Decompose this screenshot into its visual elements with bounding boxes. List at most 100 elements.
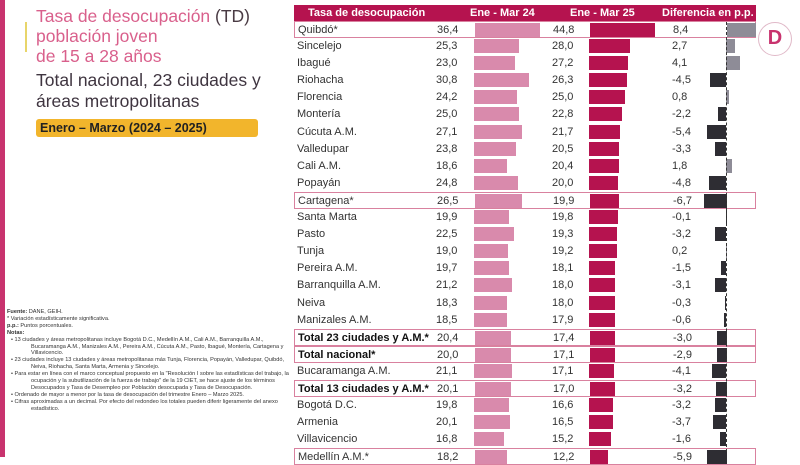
value-diff: -6,7 bbox=[673, 195, 692, 207]
value-diff: 1,8 bbox=[672, 160, 687, 172]
row-label: Villavicencio bbox=[297, 433, 357, 445]
value-2025: 15,2 bbox=[552, 433, 573, 445]
bar-2025 bbox=[589, 210, 618, 224]
value-2025: 18,0 bbox=[552, 297, 573, 309]
bar-2025 bbox=[589, 56, 628, 70]
value-2024: 16,8 bbox=[436, 433, 457, 445]
value-2024: 20,4 bbox=[437, 332, 458, 344]
value-2024: 18,5 bbox=[436, 314, 457, 326]
title-line: población joven bbox=[36, 26, 250, 46]
value-2025: 17,1 bbox=[552, 365, 573, 377]
significance-note: * Variación estadísticamente significati… bbox=[7, 316, 292, 323]
value-2025: 18,0 bbox=[552, 279, 573, 291]
row-label: Neiva bbox=[297, 297, 325, 309]
bar-2024 bbox=[474, 107, 519, 121]
value-2024: 20,0 bbox=[437, 349, 458, 361]
value-2025: 19,2 bbox=[552, 245, 573, 257]
table-row: Manizales A.M. 18,5 17,9 -0,6 bbox=[294, 312, 756, 329]
bar-2025 bbox=[589, 313, 615, 327]
value-diff: 4,1 bbox=[672, 57, 687, 69]
value-2024: 19,0 bbox=[436, 245, 457, 257]
value-2025: 25,0 bbox=[552, 91, 573, 103]
bar-2024 bbox=[474, 244, 508, 258]
row-label: Total nacional* bbox=[298, 349, 375, 361]
bar-2025 bbox=[590, 23, 655, 37]
bar-2025 bbox=[590, 331, 615, 345]
bar-diff bbox=[715, 278, 726, 292]
value-diff: 8,4 bbox=[673, 24, 688, 36]
bar-2024 bbox=[475, 348, 511, 362]
bar-2025 bbox=[589, 415, 613, 429]
value-2025: 27,2 bbox=[552, 57, 573, 69]
row-label: Popayán bbox=[297, 177, 340, 189]
note-item: • Ordenado de mayor a menor por la tasa … bbox=[7, 392, 292, 399]
value-2025: 18,1 bbox=[552, 262, 573, 274]
row-label: Manizales A.M. bbox=[297, 314, 372, 326]
value-diff: -3,3 bbox=[672, 143, 691, 155]
row-label: Cúcuta A.M. bbox=[297, 126, 357, 138]
row-label: Quibdó* bbox=[298, 24, 338, 36]
row-label: Total 13 ciudades y A.M.* bbox=[298, 383, 429, 395]
value-2025: 17,0 bbox=[553, 383, 574, 395]
bar-2025 bbox=[589, 227, 617, 241]
bar-2024 bbox=[474, 364, 512, 378]
row-label: Barranquilla A.M. bbox=[297, 279, 381, 291]
data-table: Tasa de desocupación Ene - Mar 24 Ene - … bbox=[294, 5, 756, 465]
accent-bar bbox=[25, 22, 27, 52]
row-label: Pereira A.M. bbox=[297, 262, 358, 274]
side-stripe bbox=[0, 0, 5, 457]
value-2025: 19,9 bbox=[553, 195, 574, 207]
bar-2024 bbox=[475, 23, 540, 37]
pp-label: p.p.: bbox=[7, 323, 19, 329]
dane-logo: D bbox=[758, 22, 792, 56]
value-diff: -2,9 bbox=[673, 349, 692, 361]
column-header: Ene - Mar 25 bbox=[570, 7, 635, 19]
value-2024: 25,3 bbox=[436, 40, 457, 52]
row-label: Armenia bbox=[297, 416, 338, 428]
value-diff: -0,3 bbox=[672, 297, 691, 309]
bar-2024 bbox=[475, 194, 522, 208]
bar-2025 bbox=[590, 348, 615, 362]
bar-2024 bbox=[474, 227, 514, 241]
value-diff: -4,8 bbox=[672, 177, 691, 189]
value-2025: 22,8 bbox=[552, 108, 573, 120]
value-diff: -3,2 bbox=[672, 228, 691, 240]
bar-diff bbox=[727, 23, 756, 37]
value-diff: 0,8 bbox=[672, 91, 687, 103]
value-2025: 16,6 bbox=[552, 399, 573, 411]
bar-2025 bbox=[589, 398, 613, 412]
value-2025: 20,4 bbox=[552, 160, 573, 172]
row-label: Medellín A.M.* bbox=[298, 451, 369, 463]
value-diff: -3,2 bbox=[673, 383, 692, 395]
value-2025: 17,4 bbox=[553, 332, 574, 344]
row-label: Cartagena* bbox=[298, 195, 354, 207]
value-2024: 24,8 bbox=[436, 177, 457, 189]
value-2025: 16,5 bbox=[552, 416, 573, 428]
bar-diff bbox=[715, 398, 726, 412]
row-label: Bucaramanga A.M. bbox=[297, 365, 391, 377]
value-2024: 18,6 bbox=[436, 160, 457, 172]
value-diff: -3,7 bbox=[672, 416, 691, 428]
column-header: Diferencia en p.p. bbox=[662, 7, 754, 19]
notes-label: Notas: bbox=[7, 330, 24, 336]
value-diff: -0,6 bbox=[672, 314, 691, 326]
note-item: • 23 ciudades incluye 13 ciudades y área… bbox=[7, 357, 292, 371]
value-2025: 17,9 bbox=[552, 314, 573, 326]
pp-note: Puntos porcentuales. bbox=[20, 323, 73, 329]
value-2024: 26,5 bbox=[437, 195, 458, 207]
value-2024: 19,7 bbox=[436, 262, 457, 274]
source: DANE, GEIH. bbox=[29, 309, 63, 315]
value-diff: -3,1 bbox=[672, 279, 691, 291]
subtitle-line: áreas metropolitanas bbox=[36, 91, 261, 112]
row-label: Santa Marta bbox=[297, 211, 357, 223]
